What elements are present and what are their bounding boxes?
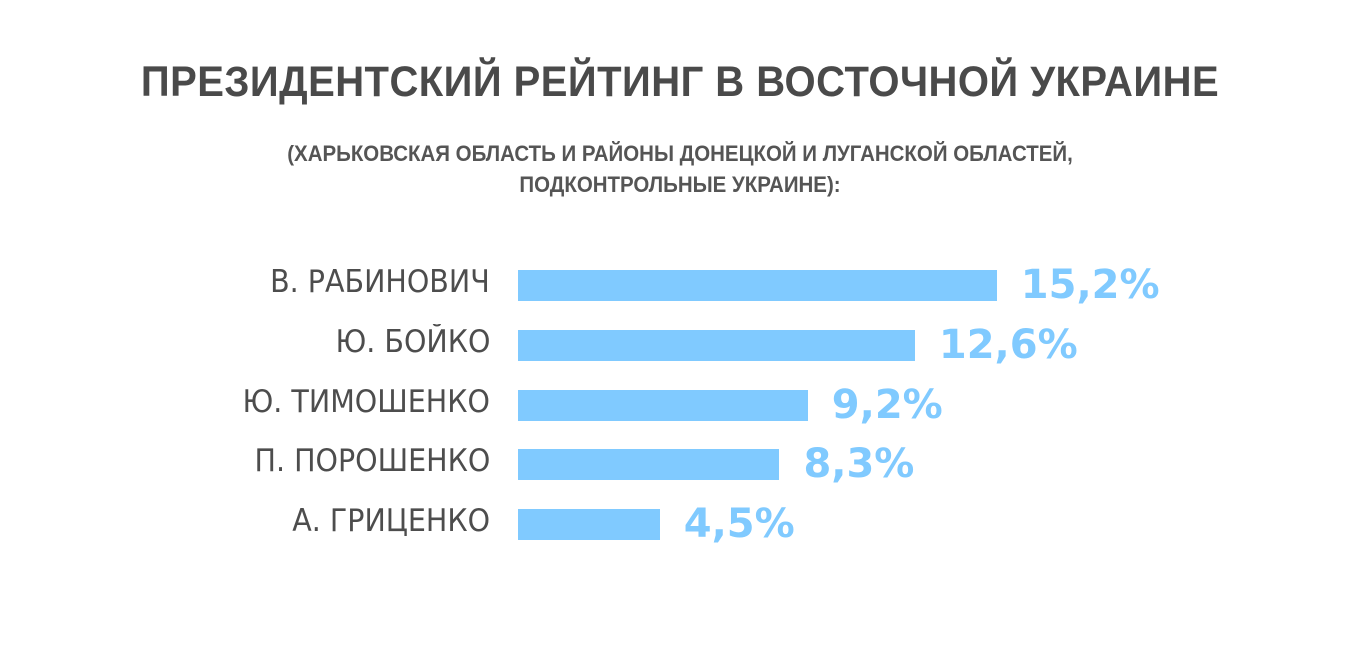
bar [518, 270, 997, 301]
bar-row: А. ГРИЦЕНКО 4,5% [0, 501, 1360, 547]
bar-value-label: 8,3% [803, 441, 915, 487]
bar-row: П. ПОРОШЕНКО 8,3% [0, 441, 1360, 487]
subtitle-line-2: ПОДКОНТРОЛЬНЫЕ УКРАИНЕ): [519, 172, 841, 197]
bar-label: П. ПОРОШЕНКО [254, 443, 490, 479]
bar-value-label: 4,5% [683, 501, 795, 547]
bar-label: В. РАБИНОВИЧ [270, 264, 490, 300]
chart-title: ПРЕЗИДЕНТСКИЙ РЕЙТИНГ В ВОСТОЧНОЙ УКРАИН… [140, 58, 1220, 106]
bar-row: Ю. БОЙКО 12,6% [0, 322, 1360, 368]
chart-subtitle: (ХАРЬКОВСКАЯ ОБЛАСТЬ И РАЙОНЫ ДОНЕЦКОЙ И… [48, 138, 1313, 200]
bar [518, 449, 780, 480]
bar-value-label: 15,2% [1020, 262, 1160, 308]
bar-value-label: 12,6% [938, 322, 1078, 368]
bar-label: А. ГРИЦЕНКО [292, 503, 490, 539]
bar [518, 390, 808, 421]
bar-row: В. РАБИНОВИЧ 15,2% [0, 262, 1360, 308]
subtitle-line-1: (ХАРЬКОВСКАЯ ОБЛАСТЬ И РАЙОНЫ ДОНЕЦКОЙ И… [287, 141, 1073, 166]
bar-value-label: 9,2% [831, 382, 943, 428]
bar-row: Ю. ТИМОШЕНКО 9,2% [0, 382, 1360, 428]
bar [518, 509, 660, 540]
bar [518, 330, 915, 361]
bar-label: Ю. БОЙКО [335, 324, 490, 360]
bar-label: Ю. ТИМОШЕНКО [242, 384, 490, 420]
